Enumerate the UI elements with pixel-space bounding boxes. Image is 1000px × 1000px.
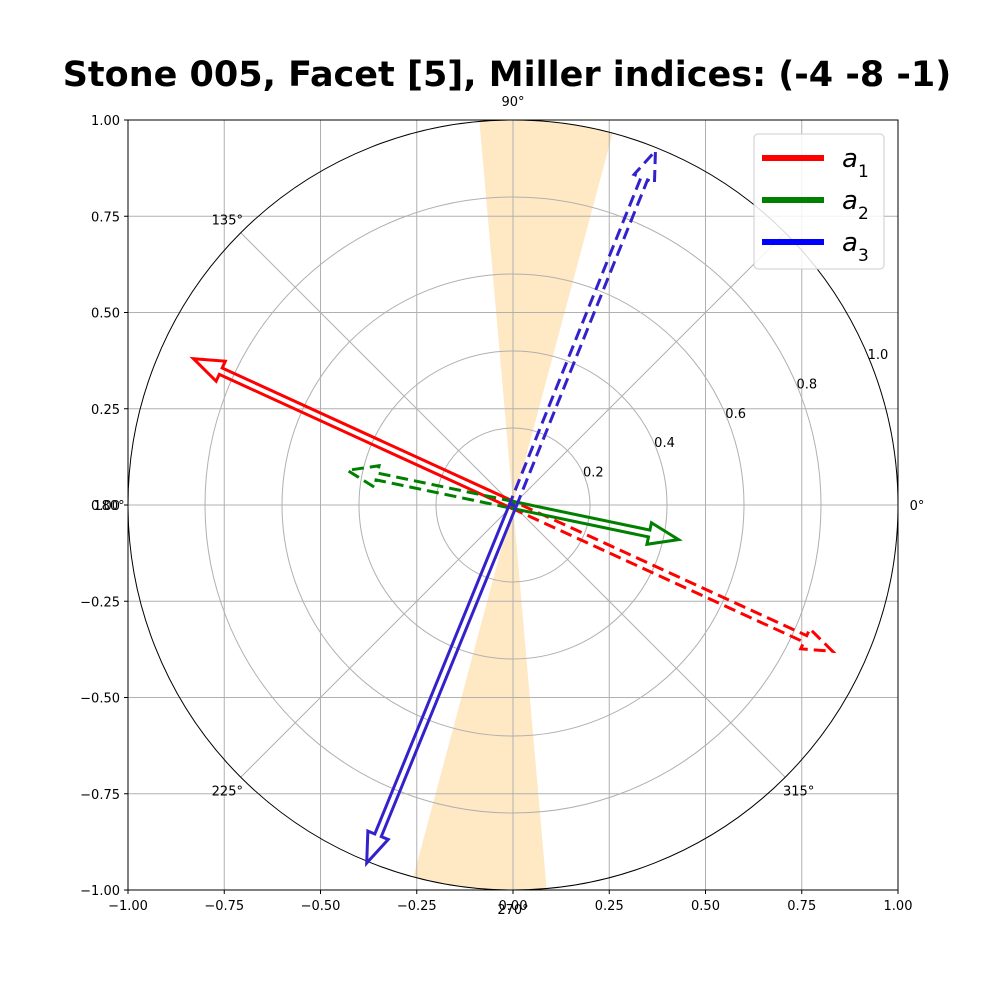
radial-tick-label: 0.8	[796, 377, 817, 392]
y-tick-label: 0.75	[91, 210, 120, 225]
angle-tick-label: 90°	[501, 95, 524, 110]
y-tick-label: −0.25	[80, 595, 120, 610]
x-tick-label: −0.50	[301, 899, 341, 914]
x-tick-label: −1.00	[108, 899, 148, 914]
angular-gridline	[512, 232, 786, 506]
angle-tick-label: 180°	[93, 499, 124, 514]
angular-gridline	[512, 504, 786, 778]
radial-tick-label: 0.2	[583, 466, 604, 481]
y-tick-label: 1.00	[91, 114, 120, 129]
angle-tick-label: 315°	[783, 785, 814, 800]
angular-gridline	[240, 232, 514, 506]
x-tick-label: −0.25	[397, 899, 437, 914]
a2-dashed-arrow	[343, 463, 516, 511]
radial-tick-label: 0.6	[725, 407, 746, 422]
angle-tick-label: 135°	[212, 213, 243, 228]
x-tick-label: 1.00	[884, 899, 913, 914]
angle-tick-label: 0°	[910, 499, 925, 514]
cartesian-tick-labels: −1.00 −0.75 −0.50 −0.25 0.00 0.25 0.50 0.75 1.00…	[80, 114, 912, 914]
x-tick-label: 0.00	[499, 899, 528, 914]
x-tick-label: 0.25	[595, 899, 624, 914]
chart-title: Stone 005, Facet [5], Miller indices: (-…	[63, 55, 952, 95]
x-tick-label: 0.75	[787, 899, 816, 914]
a1-solid-arrow	[189, 356, 517, 511]
a3-dashed-arrow	[507, 146, 658, 509]
y-tick-label: 0.00	[91, 499, 120, 514]
a3-solid-arrow	[365, 501, 519, 868]
angle-tick-label: 225°	[212, 785, 243, 800]
y-tick-label: 0.50	[91, 307, 120, 322]
y-tick-label: −0.50	[80, 692, 120, 707]
polar-tick-labels: 0.2 0.4 0.6 0.8 1.0 0° 90° 135° 180° 225° 270° 315°	[93, 95, 924, 918]
radial-tick-label: 1.0	[868, 348, 889, 363]
y-tick-label: 0.25	[91, 403, 120, 418]
y-tick-label: −0.75	[80, 788, 120, 803]
radial-tick-label: 0.4	[654, 436, 675, 451]
a1-dashed-arrow	[509, 499, 837, 654]
angle-tick-label: 270°	[497, 903, 528, 918]
a2-solid-arrow	[510, 499, 683, 547]
x-tick-label: 0.50	[691, 899, 720, 914]
y-tick-label: −1.00	[80, 884, 120, 899]
x-tick-label: −0.75	[204, 899, 244, 914]
angular-gridline	[240, 504, 514, 778]
vector-arrows	[189, 146, 837, 868]
